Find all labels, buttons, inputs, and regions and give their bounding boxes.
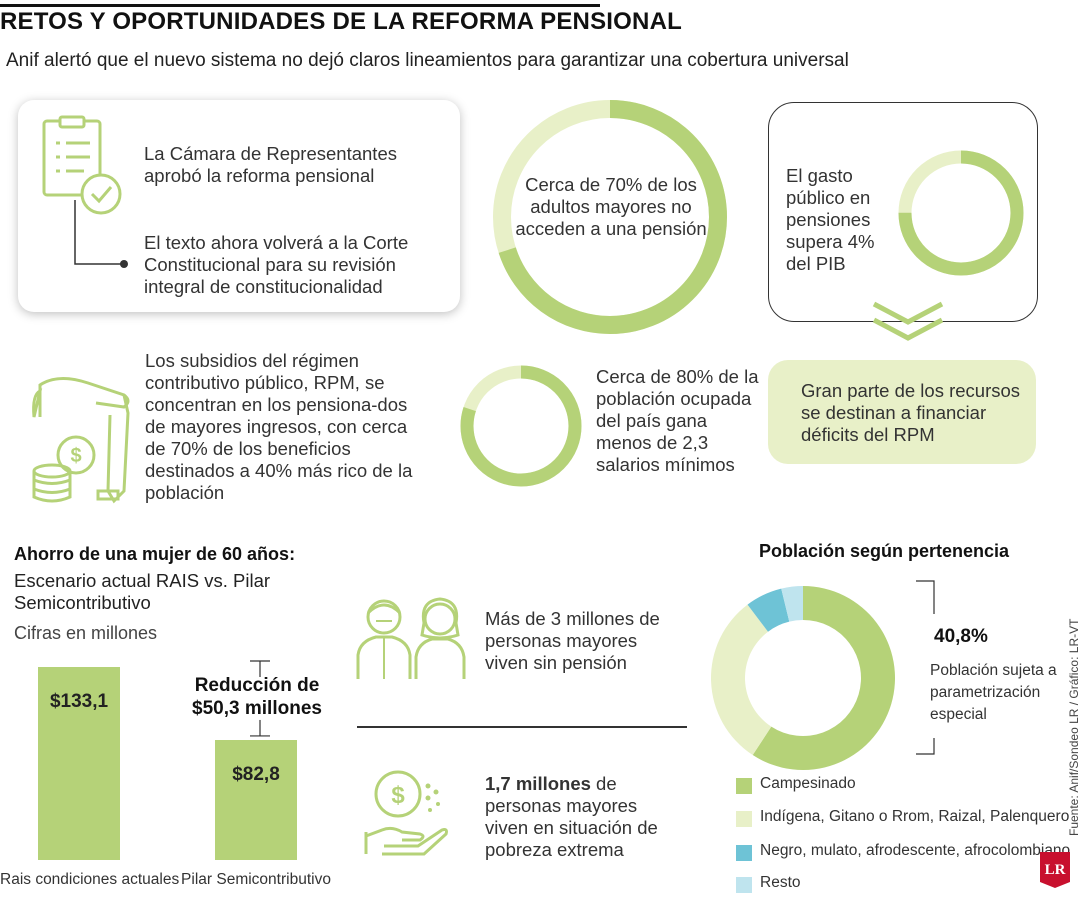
connector-line xyxy=(74,200,128,268)
reduction-bracket xyxy=(250,660,270,737)
bar-pilar-label: Pilar Semicontributivo xyxy=(181,871,331,888)
callout-box xyxy=(768,360,1036,464)
poblacion-bracket xyxy=(916,580,935,755)
pobreza-extrema-desc: de personas mayores viven en situación d… xyxy=(485,773,658,860)
pobreza-extrema-text: 1,7 millones de personas mayores viven e… xyxy=(485,773,685,861)
bar-rais xyxy=(38,667,120,860)
donut-80-chart xyxy=(460,365,582,487)
subsidios-text: Los subsidios del régimen contributivo p… xyxy=(145,350,413,503)
lr-logo: LR xyxy=(1040,852,1070,888)
callout-text: Gran parte de los recursos se destinan a… xyxy=(801,380,1021,445)
clipboard-check-icon xyxy=(42,115,122,215)
poblacion-pct: 40,8% xyxy=(934,626,988,647)
mayores-sin-pension-text: Más de 3 millones de personas mayores vi… xyxy=(485,608,660,673)
reform-court-text: El texto ahora volverá a la Corte Consti… xyxy=(144,232,409,297)
donut-slice-1 xyxy=(711,604,772,756)
poblacion-note: Población sujeta a parametrización espec… xyxy=(930,662,1057,723)
donut-slice-3 xyxy=(781,586,803,622)
legend-swatch-indigena xyxy=(736,811,752,827)
donut-slice-2 xyxy=(747,588,790,632)
bar-pilar-value: $82,8 xyxy=(232,763,280,785)
lr-logo-text: LR xyxy=(1045,862,1066,878)
donut-gasto-chart xyxy=(898,150,1024,276)
title-rule xyxy=(0,4,600,7)
poblacion-donut-chart xyxy=(711,586,895,770)
poblacion-title: Población según pertenencia xyxy=(759,541,1010,561)
reduction-label: Reducción de $50,3 millones xyxy=(192,675,322,719)
donut-70-chart xyxy=(493,100,727,334)
bar-rais-value: $133,1 xyxy=(49,691,109,712)
legend-swatch-negro xyxy=(736,845,752,861)
elderly-couple-icon xyxy=(356,597,466,679)
page-title: RETOS Y OPORTUNIDADES DE LA REFORMA PENS… xyxy=(0,8,682,35)
stat-70-text: Cerca de 70% de los adultos mayores no a… xyxy=(515,174,707,239)
donut-70-arc xyxy=(493,100,727,334)
svg-text:$: $ xyxy=(391,782,405,809)
donut-80-arc xyxy=(460,365,582,487)
bar-rais-label: Rais condiciones actuales xyxy=(0,871,180,888)
legend-swatch-resto xyxy=(736,877,752,893)
legend-label-negro: Negro, mulato, afrodescente, afrocolombi… xyxy=(760,842,1071,859)
hand-coin-icon: $ xyxy=(364,770,448,856)
hand-coins-icon: $ xyxy=(32,377,130,504)
donut-gasto-arc xyxy=(898,150,1024,276)
chevron-down-icon xyxy=(872,301,944,341)
ahorro-unit: Cifras en millones xyxy=(14,623,158,643)
page-subtitle: Anif alertó que el nuevo sistema no dejó… xyxy=(6,50,849,71)
svg-text:$: $ xyxy=(70,445,81,467)
source-note: Fuente: Anif/Sondeo LR / Gráfico: LR-VT xyxy=(1067,618,1080,836)
legend-label-campesinado: Campesinado xyxy=(760,775,856,792)
legend-label-resto: Resto xyxy=(760,874,801,891)
stat-80-text: Cerca de 80% de la población ocupada del… xyxy=(596,366,759,475)
pobreza-extrema-count: 1,7 millones xyxy=(485,773,591,794)
ahorro-subtitle: Escenario actual RAIS vs. Pilar Semicont… xyxy=(14,570,271,613)
reform-approved-text: La Cámara de Representantes aprobó la re… xyxy=(144,143,397,186)
legend-label-indigena: Indígena, Gitano o Rrom, Raizal, Palenqu… xyxy=(760,808,1070,825)
ahorro-title: Ahorro de una mujer de 60 años: xyxy=(14,544,296,564)
stat-gasto-text: El gasto público en pensiones supera 4% … xyxy=(786,165,875,274)
legend-swatch-campesinado xyxy=(736,778,752,794)
section-divider xyxy=(357,726,687,728)
bar-pilar xyxy=(215,739,297,860)
donut-slice-0 xyxy=(752,586,895,770)
